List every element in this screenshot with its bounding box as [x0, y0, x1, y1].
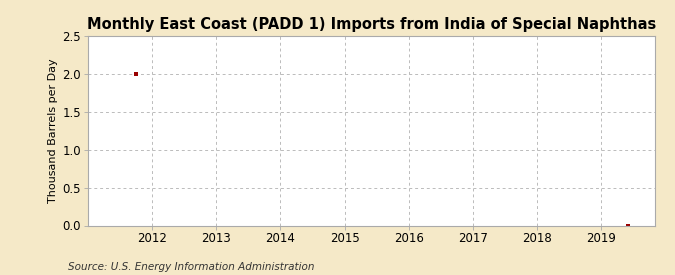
Text: Source: U.S. Energy Information Administration: Source: U.S. Energy Information Administ…: [68, 262, 314, 272]
Y-axis label: Thousand Barrels per Day: Thousand Barrels per Day: [48, 58, 58, 203]
Title: Monthly East Coast (PADD 1) Imports from India of Special Naphthas: Monthly East Coast (PADD 1) Imports from…: [86, 17, 656, 32]
